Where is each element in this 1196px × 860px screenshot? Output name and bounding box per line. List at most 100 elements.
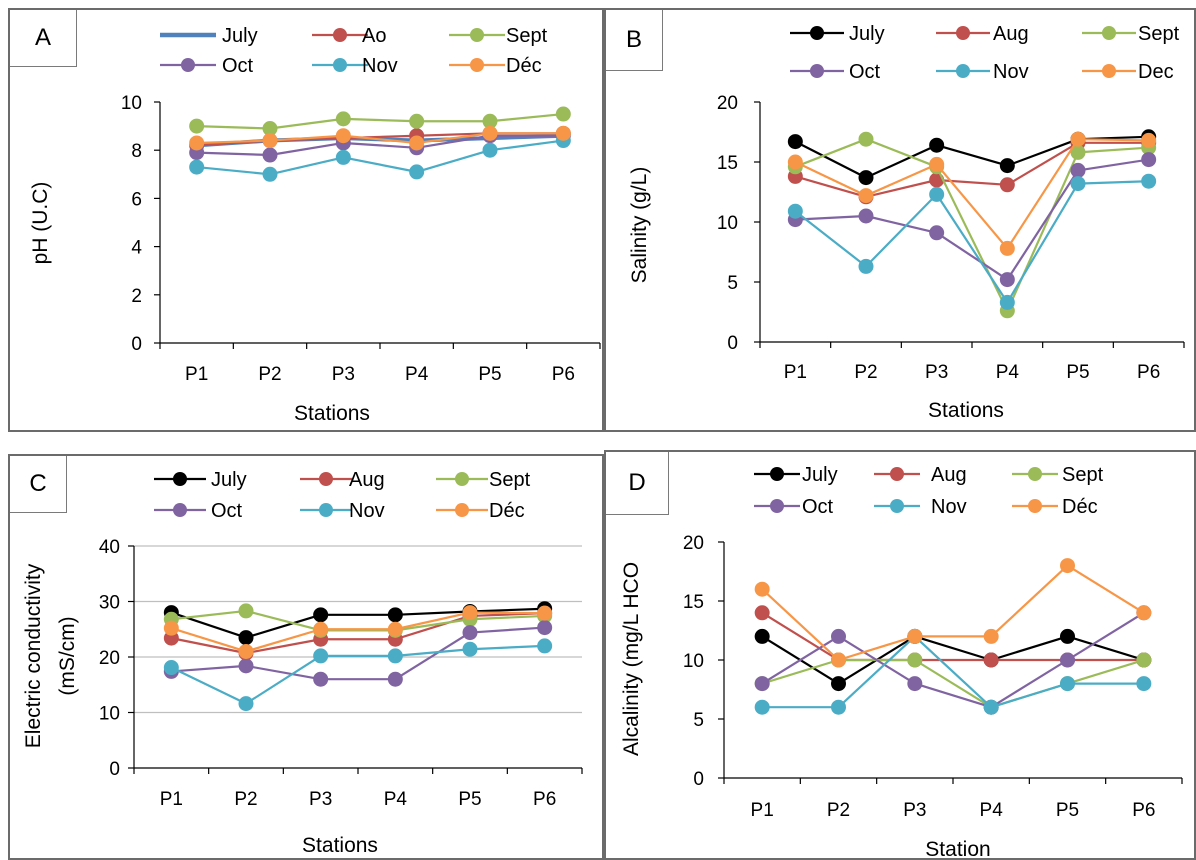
- data-point: [754, 605, 770, 621]
- legend-label: Oct: [211, 500, 243, 522]
- legend-label: Oct: [849, 61, 881, 83]
- data-point: [1141, 132, 1157, 148]
- legend-marker: [181, 58, 195, 72]
- data-point: [189, 118, 205, 134]
- alcalinity-chart: 0 5 10 15 20 P1 P2 P3 P4 P5 P6 Station Alcalinity (m…: [620, 464, 1183, 858]
- legend-label: Oct: [802, 496, 834, 518]
- x-tick-label: P3: [332, 364, 355, 385]
- legend-item: Oct: [790, 61, 881, 83]
- series-nov: [787, 173, 1157, 310]
- data-point: [189, 135, 205, 151]
- x-tick-label: P4: [980, 800, 1004, 821]
- legend-label: Nov: [993, 61, 1029, 83]
- legend-marker: [1102, 26, 1116, 40]
- x-axis-title: Stations: [928, 399, 1004, 422]
- data-point: [907, 628, 923, 644]
- series-line: [794, 180, 1149, 304]
- legend-label: Déc: [489, 500, 525, 522]
- legend-label: Sept: [1138, 23, 1180, 45]
- legend-item: Nov: [874, 496, 967, 518]
- series-déc: [163, 605, 553, 659]
- data-point: [858, 131, 874, 147]
- legend-marker: [319, 503, 333, 517]
- y-tick-label: 10: [99, 704, 120, 725]
- x-tick-label: P4: [996, 362, 1020, 383]
- series-line: [761, 611, 1144, 662]
- data-point: [387, 621, 403, 637]
- x-tick-label: P2: [854, 362, 877, 383]
- legend-marker: [770, 499, 784, 513]
- panel-letter-a: A: [10, 10, 77, 67]
- legend-label: July: [802, 464, 838, 486]
- data-point: [787, 134, 803, 150]
- data-point: [409, 113, 425, 129]
- legend-item: Oct: [160, 55, 254, 77]
- y-axis-title-unit: (mS/cm): [56, 616, 79, 695]
- chart-panel-d: 0 5 10 15 20 P1 P2 P3 P4 P5 P6 Station Alcalinity (m…: [604, 450, 1196, 860]
- data-point: [482, 142, 498, 158]
- data-point: [831, 676, 846, 692]
- y-tick-label: 20: [99, 648, 120, 669]
- y-tick-label: 0: [109, 759, 120, 780]
- y-axis-title: Alcalinity (mg/L HCO: [620, 562, 643, 756]
- data-point: [754, 628, 770, 644]
- x-tick-label: P2: [258, 364, 281, 385]
- y-tick-label: 0: [727, 333, 738, 354]
- legend-item: July: [160, 25, 258, 47]
- y-tick-label: 5: [693, 710, 704, 731]
- data-point: [537, 638, 553, 654]
- x-axis-title: Stations: [294, 402, 370, 425]
- legend-marker: [455, 503, 469, 517]
- data-point: [1060, 676, 1075, 692]
- series-line: [761, 658, 1145, 709]
- data-point: [929, 225, 945, 241]
- legend-label: Dec: [1138, 61, 1174, 83]
- series-nov: [163, 638, 553, 712]
- series-dec: [787, 131, 1157, 256]
- series-line: [196, 132, 564, 145]
- data-point: [1141, 152, 1157, 168]
- x-tick-label: P3: [925, 362, 948, 383]
- legend-marker: [810, 64, 824, 78]
- data-point: [999, 240, 1015, 256]
- data-point: [787, 203, 803, 219]
- data-point: [983, 699, 999, 715]
- legend-label: Déc: [506, 55, 542, 77]
- y-tick-label: 5: [727, 273, 738, 294]
- data-point: [189, 159, 205, 175]
- data-point: [262, 147, 278, 163]
- data-point: [1136, 652, 1152, 668]
- ph-chart: 0 2 4 6 8 10 P1 P2 P3 P4 P5 P6 Stations pH (U.C) July A…: [29, 25, 601, 425]
- x-tick-label: P6: [552, 364, 575, 385]
- y-tick-label: 20: [683, 533, 704, 554]
- legend-item: Aug: [874, 464, 967, 486]
- series-line: [170, 607, 545, 639]
- data-point: [858, 208, 874, 224]
- data-point: [999, 158, 1015, 174]
- data-point: [1070, 162, 1086, 178]
- legend-item: Aug: [300, 469, 385, 491]
- legend-item: Dec: [1082, 61, 1174, 83]
- data-point: [409, 135, 425, 151]
- data-point: [462, 625, 478, 641]
- series-déc: [189, 125, 571, 151]
- x-tick-label: P5: [458, 789, 481, 810]
- legend-marker: [890, 467, 904, 481]
- y-tick-label: 8: [131, 141, 142, 162]
- data-point: [1070, 176, 1086, 192]
- data-point: [831, 699, 846, 715]
- y-tick-label: 6: [131, 189, 142, 210]
- y-tick-label: 40: [99, 537, 120, 558]
- series-line: [794, 138, 1149, 250]
- data-point: [335, 149, 351, 165]
- legend-item: Déc: [436, 500, 525, 522]
- legend-item: Sept: [449, 25, 548, 47]
- data-point: [907, 676, 923, 692]
- legend-item: Nov: [300, 500, 385, 522]
- series-line: [196, 139, 564, 176]
- legend-marker: [470, 58, 484, 72]
- x-tick-label: P6: [1132, 800, 1155, 821]
- legend-marker: [810, 26, 824, 40]
- series-line: [171, 626, 545, 681]
- legend-marker: [956, 26, 970, 40]
